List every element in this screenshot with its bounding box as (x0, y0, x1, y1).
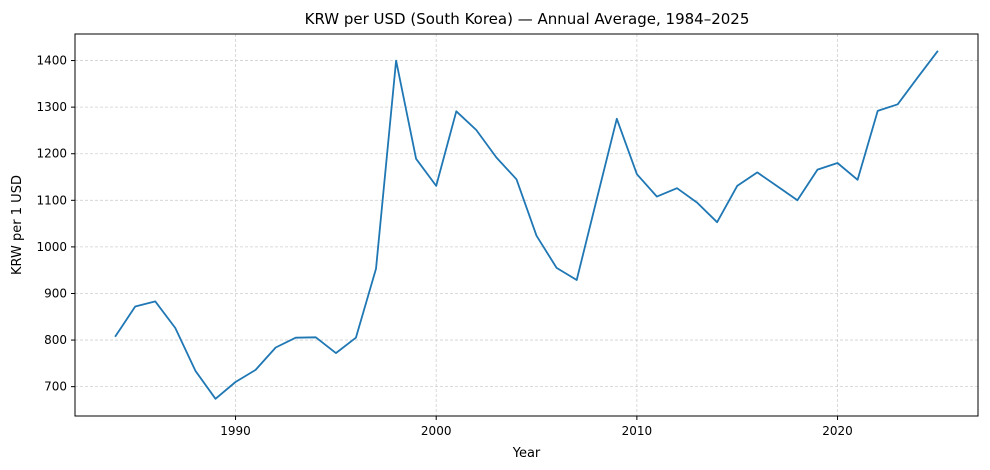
series-line-krw-per-usd (114, 50, 939, 400)
y-tick-label: 1400 (36, 54, 67, 68)
y-tick-label: 900 (44, 286, 67, 300)
y-tick-label: 800 (44, 333, 67, 347)
x-tick-label: 2000 (421, 424, 452, 438)
plot-frame (74, 33, 979, 417)
y-tick-label: 700 (44, 380, 67, 394)
y-tick-label: 1300 (36, 100, 67, 114)
chart-title: KRW per USD (South Korea) — Annual Avera… (305, 10, 750, 28)
axis-ticks: 1990 2000 2010 2020 700 800 900 1000 1100 1200 130… (36, 54, 852, 438)
series-layer (114, 50, 939, 400)
y-tick-label: 1100 (36, 193, 67, 207)
y-tick-label: 1200 (36, 147, 67, 161)
x-tick-label: 1990 (220, 424, 251, 438)
x-tick-label: 2010 (622, 424, 653, 438)
y-axis-label: KRW per 1 USD (10, 175, 25, 275)
y-tick-label: 1000 (36, 240, 67, 254)
gridlines (75, 34, 978, 416)
x-tick-label: 2020 (822, 424, 853, 438)
x-axis-label: Year (512, 446, 541, 461)
